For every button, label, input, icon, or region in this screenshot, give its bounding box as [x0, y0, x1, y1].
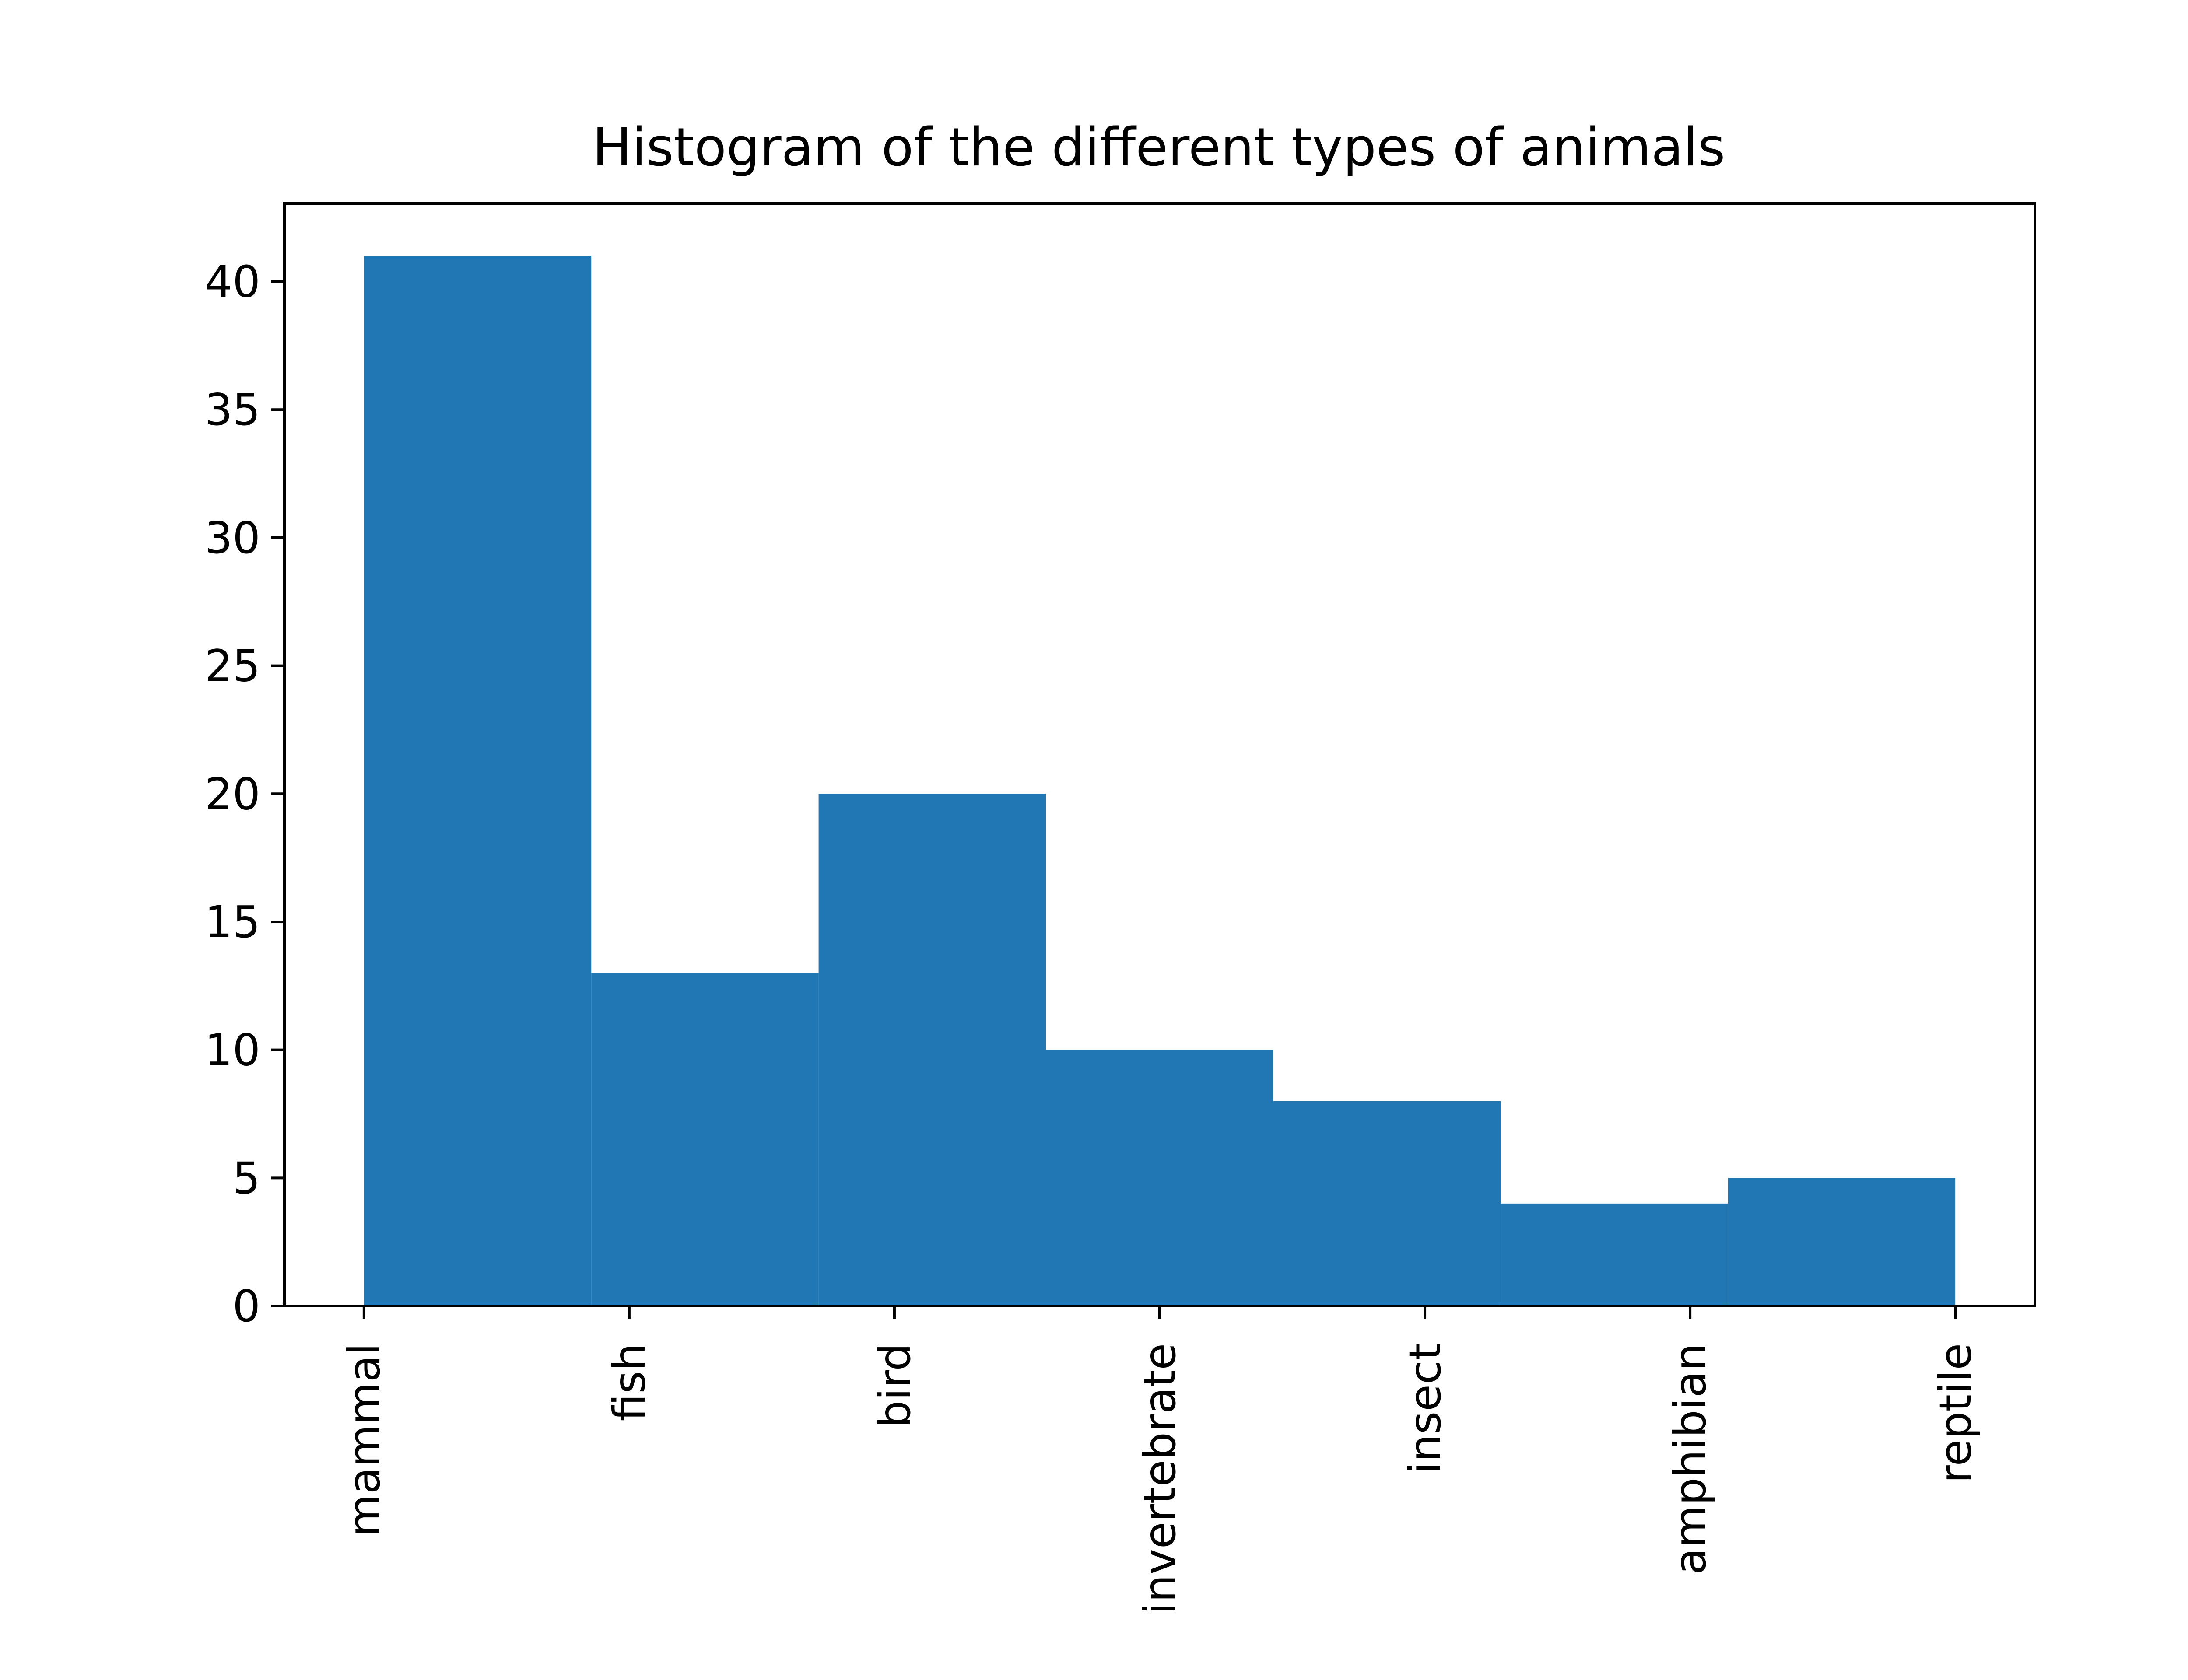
histogram-bar-4	[1046, 1050, 1273, 1306]
y-tick-label: 10	[205, 1025, 260, 1076]
y-tick-label: 30	[205, 512, 260, 564]
x-axis: mammal fish bird invertebrate insect amphibia…	[339, 1306, 1981, 1614]
histogram-bar-3	[818, 794, 1046, 1306]
chart-title: Histogram of the different types of anim…	[592, 117, 1725, 178]
histogram-bar-1	[364, 256, 592, 1306]
x-tick-label: insect	[1399, 1343, 1451, 1474]
histogram-bar-7	[1728, 1178, 1956, 1306]
y-tick-label: 40	[205, 256, 260, 308]
y-tick-label: 0	[232, 1281, 260, 1332]
bars-group	[364, 256, 1956, 1306]
histogram-bar-5	[1273, 1101, 1501, 1306]
x-tick-label: bird	[869, 1343, 920, 1428]
x-tick-label: mammal	[339, 1343, 390, 1537]
y-tick-label: 20	[205, 768, 260, 819]
x-tick-label: amphibian	[1665, 1343, 1716, 1575]
histogram-bar-2	[591, 973, 819, 1306]
x-tick-label: reptile	[1930, 1343, 1981, 1483]
y-tick-label: 15	[205, 896, 260, 948]
x-tick-label: invertebrate	[1134, 1343, 1185, 1614]
x-tick-label: fish	[604, 1343, 655, 1421]
y-tick-label: 25	[205, 640, 260, 692]
histogram-bar-6	[1501, 1203, 1728, 1306]
y-axis: 0 5 10 15 20 25 30 35 40	[205, 256, 284, 1332]
y-tick-label: 35	[205, 384, 260, 435]
y-tick-label: 5	[232, 1152, 260, 1204]
